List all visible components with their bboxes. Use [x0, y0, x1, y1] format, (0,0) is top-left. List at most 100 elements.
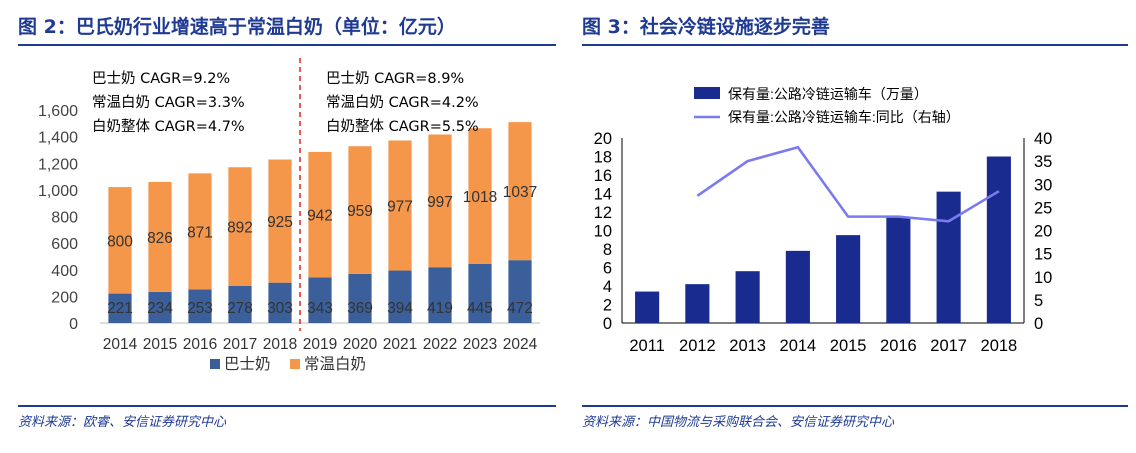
figure-2-title: 图 2：巴氏奶行业增速高于常温白奶（单位：亿元） [18, 16, 456, 38]
y-right-tick-label: 25 [1034, 199, 1052, 217]
y-tick-label: 600 [51, 236, 78, 253]
x-tick-label: 2015 [143, 336, 177, 353]
y-right-tick-label: 15 [1034, 246, 1052, 264]
bar-ambient [508, 122, 532, 261]
bar-pasteurized [308, 277, 332, 323]
legend-swatch-ambient [290, 359, 300, 369]
bar-ambient [228, 167, 252, 286]
data-label-ambient: 959 [347, 203, 373, 220]
figure-3-panel: 图 3：社会冷链设施逐步完善 0 2 4 6 8 10 12 14 16 18 20 0 5 10 15 20… [572, 0, 1136, 453]
data-label-pasteurized: 278 [227, 300, 253, 317]
legend-swatch-pasteurized [210, 359, 220, 369]
y-left-tick-label: 0 [603, 315, 612, 333]
data-label-pasteurized: 369 [347, 300, 373, 317]
x-tick-label: 2016 [183, 336, 217, 353]
legend-label-pasteurized: 巴士奶 [224, 355, 271, 373]
bar-ambient [348, 146, 372, 274]
y-tick-label: 800 [51, 210, 78, 227]
bar-ambient [428, 134, 452, 268]
y-right-tick-label: 30 [1034, 176, 1052, 194]
bar-pasteurized [268, 282, 292, 323]
data-label-ambient: 1018 [463, 189, 497, 206]
line-yoy-growth [696, 145, 1000, 223]
data-label-pasteurized: 343 [307, 300, 333, 317]
cagr-forecast-box: 巴士奶 CAGR=8.9% 常温白奶 CAGR=4.2% 白奶整体 CAGR=5… [326, 67, 479, 139]
data-label-ambient: 800 [107, 233, 133, 250]
x-tick-label: 2016 [880, 337, 917, 355]
bar-ambient [308, 151, 332, 278]
x-tick-label: 2014 [780, 337, 817, 355]
x-tick-label: 2013 [729, 337, 766, 355]
bar-ambient [188, 173, 212, 290]
legend-swatch-bar [694, 87, 720, 99]
data-label-ambient: 871 [187, 224, 213, 241]
y-left-tick-label: 6 [603, 260, 612, 278]
y-tick-label: 400 [51, 263, 78, 280]
y-right-tick-label: 35 [1034, 153, 1052, 171]
y-left-tick-label: 4 [603, 278, 612, 296]
data-label-ambient: 826 [147, 230, 173, 247]
y-tick-label: 1,400 [38, 130, 78, 147]
figure-2-top-rule [18, 44, 556, 46]
data-label-ambient: 1037 [503, 184, 537, 201]
x-tick-label: 2018 [981, 337, 1018, 355]
y-right-tick-label: 20 [1034, 223, 1052, 241]
data-label-ambient: 892 [227, 220, 253, 237]
x-tick-label: 2014 [103, 336, 138, 353]
data-label-ambient: 942 [307, 208, 333, 225]
y-tick-label: 1,600 [38, 103, 78, 120]
data-label-pasteurized: 445 [467, 300, 493, 317]
bar-pasteurized [228, 285, 252, 323]
y-right-tick-label: 10 [1034, 269, 1052, 287]
legend-label-ambient: 常温白奶 [304, 355, 366, 373]
data-label-pasteurized: 303 [267, 300, 293, 317]
figure-2-chart: 0 200 400 600 800 1,000 1,200 1,400 1,600 221 800 2… [38, 58, 540, 373]
cagr-fcst-ambient: 常温白奶 CAGR=4.2% [326, 95, 479, 111]
y-right-tick-label: 40 [1034, 130, 1052, 148]
x-tick-label: 2020 [343, 336, 378, 353]
figure-3-title: 图 3：社会冷链设施逐步完善 [582, 16, 830, 38]
cagr-historical-box: 巴士奶 CAGR=9.2% 常温白奶 CAGR=3.3% 白奶整体 CAGR=4… [92, 67, 245, 139]
data-label-pasteurized: 394 [387, 300, 413, 317]
bar-fleet-size [785, 250, 810, 323]
bar-pasteurized [388, 270, 412, 323]
bar-pasteurized [508, 260, 532, 323]
bar-fleet-size [685, 284, 710, 323]
legend-label-bar: 保有量:公路冷链运输车（万量） [728, 86, 928, 102]
y-left-tick-label: 20 [594, 130, 612, 148]
cagr-fcst-pasteurized: 巴士奶 CAGR=8.9% [326, 71, 465, 87]
y-left-tick-label: 8 [603, 241, 612, 259]
y-left-tick-label: 18 [594, 149, 612, 167]
bar-pasteurized [148, 291, 172, 323]
data-label-pasteurized: 472 [507, 300, 533, 317]
bar-fleet-size [735, 271, 760, 323]
y-right-tick-label: 0 [1034, 315, 1043, 333]
y-left-tick-label: 14 [594, 186, 612, 204]
bar-fleet-size [886, 216, 911, 323]
x-tick-label: 2019 [303, 336, 337, 353]
bar-pasteurized [108, 293, 132, 323]
figure-3-source: 资料来源：中国物流与采购联合会、安信证券研究中心 [582, 415, 895, 430]
x-tick-label: 2023 [463, 336, 497, 353]
cagr-hist-total: 白奶整体 CAGR=4.7% [92, 119, 245, 135]
legend-label-line: 保有量:公路冷链运输车:同比（右轴） [728, 109, 960, 125]
x-tick-label: 2011 [629, 337, 664, 355]
cagr-hist-pasteurized: 巴士奶 CAGR=9.2% [92, 71, 231, 87]
y-tick-label: 1,000 [38, 183, 78, 200]
y-left-tick-label: 12 [594, 204, 612, 222]
x-tick-label: 2022 [423, 336, 457, 353]
y-left-tick-label: 2 [603, 297, 612, 315]
bar-fleet-size [986, 156, 1011, 323]
x-tick-label: 2017 [223, 336, 257, 353]
figure-3-bottom-rule [582, 405, 1128, 407]
x-tick-label: 2012 [679, 337, 716, 355]
bar-ambient [108, 187, 132, 294]
data-label-pasteurized: 253 [187, 300, 213, 317]
data-label-ambient: 925 [267, 214, 293, 231]
bar-ambient [468, 128, 492, 264]
bar-pasteurized [348, 273, 372, 323]
x-tick-label: 2021 [383, 336, 417, 353]
data-label-pasteurized: 419 [427, 300, 453, 317]
x-tick-label: 2017 [930, 337, 967, 355]
